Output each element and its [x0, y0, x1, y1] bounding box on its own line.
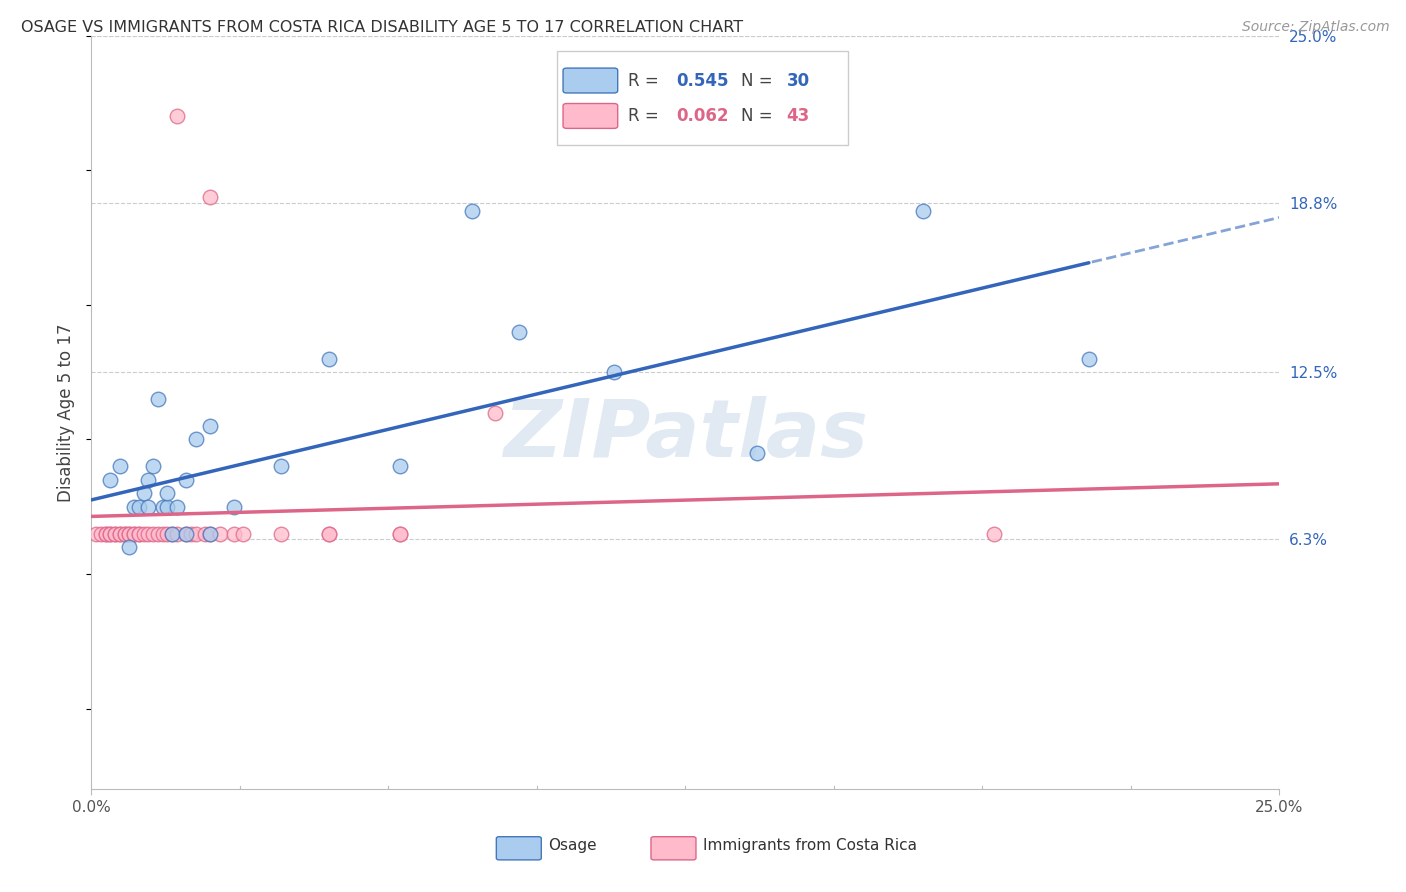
- Point: [100, 526, 122, 541]
- Point: [146, 526, 169, 541]
- Point: [152, 500, 174, 514]
- Point: [84, 526, 107, 541]
- Point: [166, 526, 188, 541]
- Point: [94, 526, 117, 541]
- Point: [983, 526, 1005, 541]
- Text: ZIPatlas: ZIPatlas: [503, 396, 868, 475]
- Point: [200, 526, 222, 541]
- Point: [108, 526, 131, 541]
- Point: [118, 526, 141, 541]
- FancyBboxPatch shape: [557, 51, 848, 145]
- Point: [318, 526, 340, 541]
- Point: [180, 526, 202, 541]
- Point: [128, 526, 150, 541]
- Point: [100, 526, 122, 541]
- Point: [166, 500, 188, 514]
- Text: R =: R =: [628, 72, 665, 90]
- Point: [132, 526, 155, 541]
- Point: [122, 526, 145, 541]
- Point: [208, 526, 231, 541]
- FancyBboxPatch shape: [562, 103, 617, 128]
- Text: 0.545: 0.545: [676, 72, 728, 90]
- Text: 0.062: 0.062: [676, 107, 728, 126]
- Point: [1078, 351, 1101, 366]
- Point: [128, 500, 150, 514]
- Text: N =: N =: [741, 72, 778, 90]
- Point: [270, 526, 292, 541]
- Point: [100, 473, 122, 487]
- Point: [104, 526, 127, 541]
- Point: [232, 526, 254, 541]
- Point: [389, 526, 412, 541]
- Point: [176, 473, 198, 487]
- Point: [184, 433, 207, 447]
- Point: [222, 526, 245, 541]
- Point: [108, 459, 131, 474]
- Point: [90, 526, 112, 541]
- Point: [118, 540, 141, 554]
- Text: OSAGE VS IMMIGRANTS FROM COSTA RICA DISABILITY AGE 5 TO 17 CORRELATION CHART: OSAGE VS IMMIGRANTS FROM COSTA RICA DISA…: [21, 20, 744, 35]
- Text: N =: N =: [741, 107, 778, 126]
- Point: [104, 526, 127, 541]
- Point: [118, 526, 141, 541]
- Point: [138, 473, 160, 487]
- Point: [122, 526, 145, 541]
- Point: [108, 526, 131, 541]
- Point: [142, 526, 165, 541]
- Text: Source: ZipAtlas.com: Source: ZipAtlas.com: [1241, 20, 1389, 34]
- Point: [460, 203, 482, 218]
- FancyBboxPatch shape: [562, 68, 617, 93]
- Text: Immigrants from Costa Rica: Immigrants from Costa Rica: [703, 838, 917, 853]
- Point: [911, 203, 934, 218]
- Point: [389, 526, 412, 541]
- Point: [142, 459, 165, 474]
- Point: [176, 526, 198, 541]
- Point: [132, 486, 155, 500]
- Text: Osage: Osage: [548, 838, 598, 853]
- Point: [156, 500, 179, 514]
- Point: [138, 500, 160, 514]
- Point: [200, 190, 222, 204]
- Point: [222, 500, 245, 514]
- Point: [138, 526, 160, 541]
- Point: [114, 526, 136, 541]
- Point: [318, 351, 340, 366]
- Point: [176, 526, 198, 541]
- Point: [184, 526, 207, 541]
- Point: [166, 110, 188, 124]
- Point: [318, 526, 340, 541]
- Point: [745, 446, 768, 460]
- Point: [194, 526, 217, 541]
- Text: 30: 30: [786, 72, 810, 90]
- Point: [200, 419, 222, 434]
- Point: [508, 325, 530, 339]
- Point: [270, 459, 292, 474]
- Point: [122, 500, 145, 514]
- Point: [389, 459, 412, 474]
- Text: 43: 43: [786, 107, 810, 126]
- Point: [152, 526, 174, 541]
- Point: [484, 406, 506, 420]
- Point: [156, 486, 179, 500]
- Point: [160, 526, 183, 541]
- Y-axis label: Disability Age 5 to 17: Disability Age 5 to 17: [58, 323, 76, 502]
- Point: [160, 526, 183, 541]
- Point: [146, 392, 169, 406]
- Point: [94, 526, 117, 541]
- Point: [200, 526, 222, 541]
- Point: [156, 526, 179, 541]
- Point: [114, 526, 136, 541]
- Text: R =: R =: [628, 107, 665, 126]
- Point: [603, 365, 626, 379]
- Point: [128, 526, 150, 541]
